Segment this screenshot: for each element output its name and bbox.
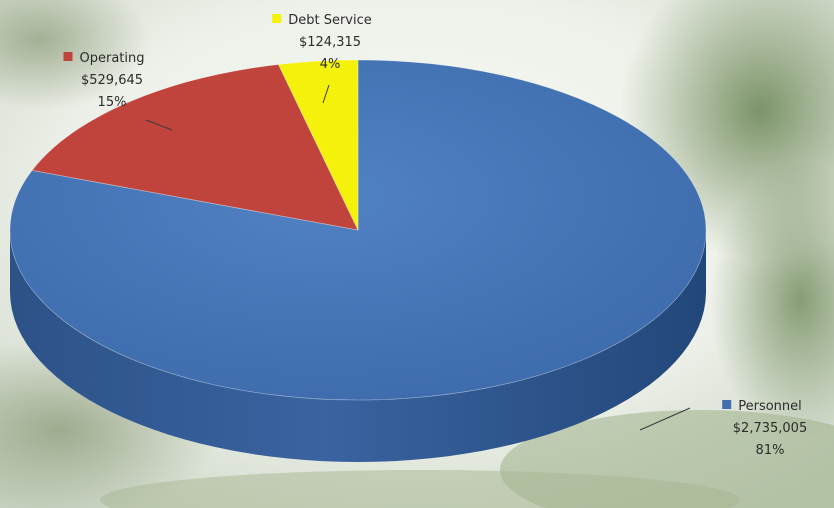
- legend-swatch-debt-service: [272, 14, 282, 23]
- label-amount-personnel: $2,735,005: [733, 421, 807, 436]
- pie-slice-personnel: [9, 59, 707, 401]
- label-amount-debt-service: $124,315: [299, 35, 361, 50]
- leader-line-personnel: [639, 407, 691, 431]
- label-name-operating: Operating: [80, 51, 145, 66]
- label-amount-operating: $529,645: [81, 73, 143, 88]
- leader-line-debt-service: [322, 84, 330, 104]
- legend-swatch-operating: [63, 52, 73, 61]
- pie-slice-debt-service: [277, 59, 359, 231]
- data-labels: Personnel $2,735,005 81% Operating $529,645 1…: [63, 13, 807, 458]
- label-percent-operating: 15%: [98, 95, 127, 110]
- pie-slice-operating: [31, 64, 359, 231]
- label-percent-personnel: 81%: [756, 443, 785, 458]
- data-label-personnel: Personnel $2,735,005 81%: [639, 399, 807, 458]
- label-percent-debt-service: 4%: [320, 57, 341, 72]
- leader-line-operating: [145, 119, 173, 131]
- pie-side-personnel: [10, 230, 706, 462]
- legend-swatch-personnel: [722, 400, 732, 409]
- data-label-operating: Operating $529,645 15%: [63, 51, 173, 131]
- data-label-debt-service: Debt Service $124,315 4%: [272, 13, 372, 104]
- label-name-debt-service: Debt Service: [288, 13, 372, 28]
- label-name-personnel: Personnel: [738, 399, 802, 414]
- pie-group: [9, 59, 707, 462]
